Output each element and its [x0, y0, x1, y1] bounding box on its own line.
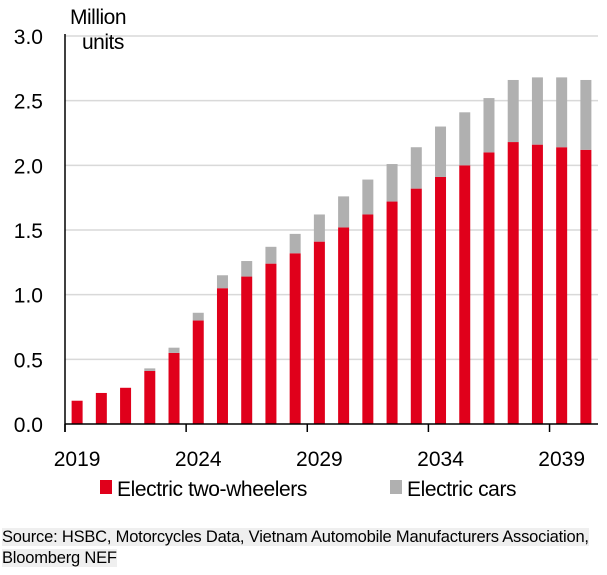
bar-electric-two-wheelers: [386, 201, 398, 424]
bar-electric-cars: [410, 147, 422, 189]
bar-electric-two-wheelers: [459, 165, 471, 425]
legend-swatch: [100, 480, 112, 494]
bar-electric-two-wheelers: [192, 320, 204, 424]
bars: [71, 77, 592, 425]
bar-electric-two-wheelers: [410, 188, 422, 424]
source-note: Source: HSBC, Motorcycles Data, Vietnam …: [2, 527, 605, 569]
y-tick-label: 2.5: [14, 91, 43, 114]
bar-electric-cars: [435, 126, 447, 177]
bar-electric-two-wheelers: [120, 387, 132, 424]
bar-electric-cars: [507, 79, 519, 143]
source-text: Source: HSBC, Motorcycles Data, Vietnam …: [2, 528, 589, 567]
x-tick-label: 2019: [54, 448, 101, 471]
bar-electric-cars: [192, 312, 204, 321]
y-tick-label: 0.5: [14, 349, 43, 372]
legend: Electric two-wheelers Electric cars: [100, 478, 517, 501]
bar-electric-cars: [386, 164, 398, 202]
bar-electric-cars: [459, 112, 471, 166]
x-tick-label: 2024: [175, 448, 222, 471]
x-tick-label: 2034: [417, 448, 464, 471]
y-tick-label: 1.5: [14, 220, 43, 243]
legend-label: Electric two-wheelers: [117, 478, 307, 501]
bar-electric-cars: [483, 98, 495, 153]
bar-electric-cars: [556, 77, 568, 148]
y-axis-label-line1: Million: [70, 6, 126, 29]
bar-electric-two-wheelers: [144, 370, 156, 424]
bar-electric-two-wheelers: [168, 352, 180, 424]
axes: 0.0 0.5 1.0 1.5 2.0 2.5 3.0 2019 2024 2029 2034 203…: [14, 26, 598, 471]
bar-electric-two-wheelers: [338, 227, 350, 424]
bar-electric-two-wheelers: [531, 144, 543, 424]
bar-electric-two-wheelers: [289, 253, 301, 424]
y-tick-label: 0.0: [14, 414, 43, 437]
bar-electric-cars: [313, 214, 325, 242]
bar-electric-two-wheelers: [216, 288, 228, 424]
bar-electric-two-wheelers: [580, 149, 592, 424]
bar-electric-cars: [531, 77, 543, 145]
bar-electric-cars: [168, 347, 180, 353]
bar-electric-cars: [241, 261, 253, 277]
bar-electric-cars: [362, 179, 374, 215]
y-tick-label: 1.0: [14, 285, 43, 308]
bar-electric-two-wheelers: [95, 392, 107, 424]
bar-electric-two-wheelers: [483, 152, 495, 424]
legend-label: Electric cars: [407, 478, 516, 501]
x-tick-label: 2039: [538, 448, 585, 471]
bar-electric-two-wheelers: [313, 241, 325, 424]
y-axis-label: Million units: [70, 6, 131, 54]
bar-electric-two-wheelers: [507, 142, 519, 424]
legend-swatch: [390, 480, 402, 494]
bar-electric-two-wheelers: [435, 176, 447, 424]
bar-electric-two-wheelers: [71, 400, 83, 424]
stacked-bar-chart: 0.0 0.5 1.0 1.5 2.0 2.5 3.0 2019 2024 2029 2034 203…: [14, 6, 598, 501]
bar-electric-cars: [289, 233, 301, 254]
bar-electric-two-wheelers: [362, 214, 374, 424]
bar-electric-cars: [338, 196, 350, 228]
y-axis-label-line2: units: [82, 31, 124, 54]
y-tick-label: 2.0: [14, 155, 43, 178]
bar-electric-cars: [216, 275, 228, 289]
bar-electric-cars: [144, 368, 156, 371]
y-tick-label: 3.0: [14, 26, 43, 49]
bar-electric-two-wheelers: [265, 263, 277, 424]
bar-electric-two-wheelers: [241, 276, 253, 424]
bar-electric-cars: [265, 246, 277, 264]
x-tick-label: 2029: [296, 448, 343, 471]
bar-electric-cars: [580, 79, 592, 150]
bar-electric-two-wheelers: [556, 147, 568, 424]
